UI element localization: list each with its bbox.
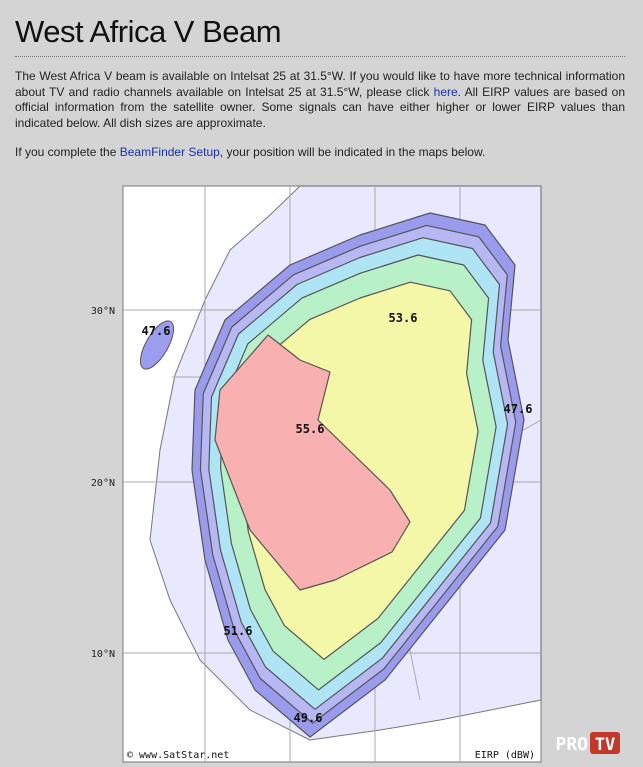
latitude-label: 20°N — [91, 478, 115, 489]
here-link[interactable]: here — [433, 84, 458, 99]
contour-label: 53.6 — [389, 311, 418, 325]
text: . All EIRP values are based on official … — [15, 84, 625, 130]
contour-label: 47.6 — [504, 402, 533, 416]
intro-paragraph: The West Africa V beam is available on I… — [15, 69, 625, 131]
page-title: West Africa V Beam — [15, 14, 282, 49]
watermark-tv: TV — [595, 735, 615, 755]
title-rule — [15, 56, 625, 57]
copyright: © www.SatStar.net — [127, 750, 229, 761]
contour-label: 47.6 — [142, 324, 171, 338]
beamfinder-link[interactable]: BeamFinder Setup — [119, 145, 220, 159]
text: The West Africa V beam is available on I… — [15, 69, 625, 99]
contour-label: 49.6 — [294, 711, 323, 725]
latitude-label: 10°N — [91, 649, 115, 660]
latitude-label: 30°N — [91, 306, 115, 317]
text: If you complete the — [15, 145, 120, 159]
beam-core — [214, 334, 411, 591]
watermark-pro: PRO — [555, 734, 588, 755]
unit-label: EIRP (dBW) — [475, 750, 535, 761]
contour-label: 51.6 — [224, 624, 253, 638]
text: , your position will be indicated in the… — [219, 145, 486, 159]
contour-label: 55.6 — [296, 422, 325, 436]
canary-contour — [139, 320, 175, 370]
watermark-box — [590, 732, 620, 754]
setup-paragraph: If you complete the BeamFinder Setup, yo… — [15, 145, 625, 161]
land — [122, 185, 542, 763]
